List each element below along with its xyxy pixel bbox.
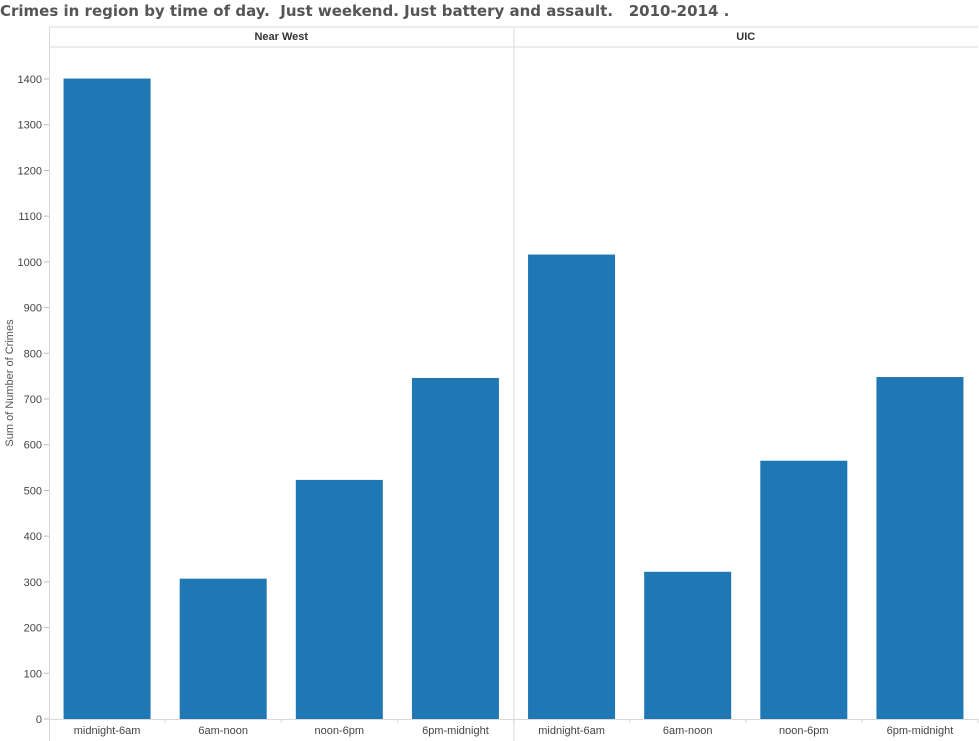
x-category-label: midnight-6am — [538, 725, 605, 737]
x-category-label: 6am-noon — [663, 725, 713, 737]
x-category-label: 6pm-midnight — [422, 725, 489, 737]
y-tick-label: 1100 — [18, 211, 42, 223]
bar — [644, 571, 732, 719]
bar — [528, 254, 616, 720]
y-axis-title: Sum of Number of Crimes — [4, 319, 16, 447]
chart-title: Crimes in region by time of day. Just we… — [0, 2, 730, 20]
y-tick-label: 800 — [24, 348, 42, 360]
panel-header-label: Near West — [254, 31, 308, 43]
x-category-label: noon-6pm — [779, 725, 829, 737]
y-tick-label: 0 — [36, 714, 42, 726]
y-tick-label: 1400 — [18, 74, 42, 86]
y-tick-label: 1000 — [18, 257, 42, 269]
x-category-label: 6pm-midnight — [887, 725, 954, 737]
y-tick-label: 600 — [24, 440, 42, 452]
bar — [63, 78, 151, 720]
y-tick-label: 300 — [24, 577, 42, 589]
bar — [411, 377, 499, 719]
y-tick-label: 1300 — [18, 120, 42, 132]
bar — [179, 578, 267, 719]
y-tick-label: 900 — [24, 303, 42, 315]
y-tick-label: 100 — [24, 668, 42, 680]
y-tick-label: 400 — [24, 531, 42, 543]
bar — [295, 479, 383, 719]
y-tick-label: 1200 — [18, 165, 42, 177]
x-category-label: midnight-6am — [74, 725, 141, 737]
y-tick-label: 500 — [24, 485, 42, 497]
y-tick-label: 700 — [24, 394, 42, 406]
bar — [876, 377, 964, 719]
y-tick-label: 200 — [24, 623, 42, 635]
x-category-label: noon-6pm — [315, 725, 365, 737]
bar — [760, 460, 848, 719]
panel-header-label: UIC — [736, 31, 755, 43]
x-category-label: 6am-noon — [198, 725, 248, 737]
